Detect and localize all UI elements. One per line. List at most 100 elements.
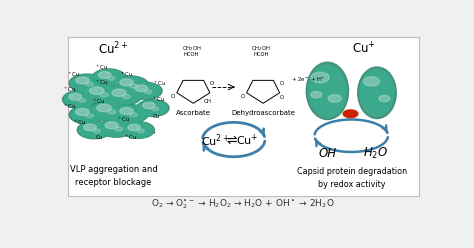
Circle shape [100,120,132,136]
Text: H$_2$O: H$_2$O [363,146,389,161]
Circle shape [92,69,125,86]
Text: HCOH: HCOH [184,53,199,58]
Circle shape [120,108,133,115]
Circle shape [122,94,130,99]
Text: Cu: Cu [153,114,160,119]
Text: O: O [279,81,283,86]
Circle shape [63,91,96,108]
Text: $^+$: $^+$ [152,131,157,136]
Circle shape [135,85,148,92]
Text: Cu$^{2+}$: Cu$^{2+}$ [98,41,129,57]
Circle shape [69,74,104,93]
Circle shape [113,76,148,94]
Circle shape [130,84,137,88]
Circle shape [79,122,109,138]
Text: Cu$^{+}$: Cu$^{+}$ [237,133,259,148]
Text: $^+$Cu: $^+$Cu [124,133,138,142]
Circle shape [145,90,152,93]
Text: HCOH: HCOH [254,53,269,58]
Circle shape [94,70,124,85]
Text: + 2e$^-$ + H$^+$: + 2e$^-$ + H$^+$ [291,75,325,84]
Circle shape [108,110,116,114]
Circle shape [108,76,115,80]
Circle shape [138,100,167,116]
Ellipse shape [364,77,380,86]
Circle shape [105,86,142,105]
Circle shape [90,101,128,121]
Circle shape [71,75,103,92]
Circle shape [343,110,358,118]
Circle shape [128,124,140,131]
Text: Dehydroascorbate: Dehydroascorbate [231,110,295,116]
Text: $\rightleftharpoons$: $\rightleftharpoons$ [224,134,238,147]
Text: O$_2$ → O$_2^{\bullet-}$ → H$_2$O$_2$ → H$_2$O + OH$^\bullet$ → 2H$_2$O: O$_2$ → O$_2^{\bullet-}$ → H$_2$O$_2$ → … [151,198,335,211]
Circle shape [69,106,104,124]
Ellipse shape [306,62,348,120]
Text: $^+$Cu: $^+$Cu [95,78,109,87]
Circle shape [112,89,126,96]
Circle shape [122,122,155,138]
Text: O: O [171,93,175,98]
Text: Capsid protein degradation
by redox activity: Capsid protein degradation by redox acti… [297,167,407,188]
Circle shape [71,106,103,123]
Circle shape [124,123,153,138]
Circle shape [69,93,82,100]
Ellipse shape [311,92,322,98]
Text: CH$_2$OH: CH$_2$OH [252,44,271,53]
Circle shape [105,122,118,129]
Circle shape [115,127,123,131]
Text: Cu: Cu [96,135,103,140]
Circle shape [83,124,96,131]
Ellipse shape [328,95,341,102]
Circle shape [115,77,147,93]
Text: O: O [210,81,214,86]
Ellipse shape [379,95,390,102]
Circle shape [107,87,140,104]
Circle shape [99,119,134,137]
Circle shape [143,102,155,109]
Circle shape [77,121,111,139]
Circle shape [93,129,100,133]
Circle shape [86,114,93,118]
Text: $^+$Cu: $^+$Cu [120,70,134,79]
Ellipse shape [311,72,329,83]
FancyBboxPatch shape [68,37,419,196]
Ellipse shape [309,65,346,117]
Text: $^+$Cu: $^+$Cu [152,95,165,104]
Ellipse shape [360,70,393,116]
Circle shape [137,100,169,117]
Circle shape [86,82,93,86]
Text: $^+$Cu: $^+$Cu [95,63,109,72]
Circle shape [82,84,120,104]
Circle shape [113,105,148,123]
Circle shape [115,106,147,122]
Text: O: O [279,95,283,100]
Circle shape [130,113,137,117]
Text: $^+$Cu: $^+$Cu [73,119,86,127]
Circle shape [76,77,89,84]
Circle shape [99,72,111,78]
Circle shape [90,87,104,94]
Circle shape [120,79,133,86]
Text: Ascorbate: Ascorbate [176,110,211,116]
Circle shape [91,102,126,120]
Text: OH: OH [319,147,337,160]
Ellipse shape [358,67,396,119]
Text: Cu$^{+}$: Cu$^{+}$ [352,41,376,57]
Circle shape [131,83,161,99]
Text: OH: OH [204,99,212,104]
Text: $^+$Cu: $^+$Cu [154,79,167,88]
Text: $^+$Cu: $^+$Cu [64,85,77,94]
Text: $^+$Cu: $^+$Cu [92,97,106,106]
Text: $^+$Cu: $^+$Cu [64,102,77,111]
Text: $^+$Cu: $^+$Cu [67,70,81,79]
Text: CH$_2$OH: CH$_2$OH [182,44,201,53]
Circle shape [64,92,95,107]
Text: O: O [241,93,245,98]
Text: Cu$^{2+}$: Cu$^{2+}$ [201,132,229,149]
Circle shape [76,109,89,116]
Circle shape [137,129,144,133]
Circle shape [100,93,109,97]
Circle shape [152,107,159,111]
Circle shape [129,82,162,99]
